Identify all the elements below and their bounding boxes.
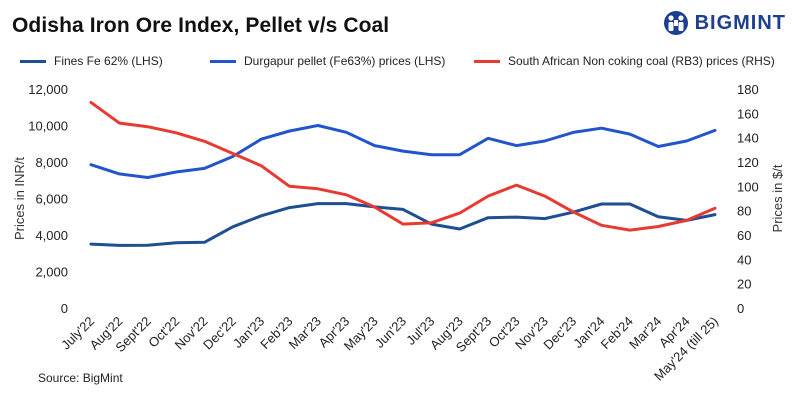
y2-axis-label: Prices in $/t: [770, 164, 785, 232]
y-tick-label: 12,000: [28, 82, 68, 97]
brand-logo: BIGMINT: [663, 10, 786, 36]
legend-item-fines: Fines Fe 62% (LHS): [20, 54, 163, 68]
y-tick-label: 0: [61, 301, 68, 316]
chart-title: Odisha Iron Ore Index, Pellet v/s Coal: [12, 14, 390, 37]
legend-item-coal: South African Non coking coal (RB3) pric…: [474, 54, 775, 68]
legend-item-pellet: Durgapur pellet (Fe63%) prices (LHS): [210, 54, 445, 68]
y-tick-label: 6,000: [35, 192, 68, 207]
y2-tick-label: 40: [737, 252, 751, 267]
legend-label-fines: Fines Fe 62% (LHS): [54, 54, 163, 68]
y2-tick-label: 20: [737, 277, 751, 292]
y2-tick-label: 120: [737, 155, 759, 170]
y-tick-label: 2,000: [35, 265, 68, 280]
y2-tick-label: 140: [737, 131, 759, 146]
brand-name: BIGMINT: [694, 11, 786, 34]
x-tick-label: Jun'23: [372, 314, 409, 351]
series-line-2: [89, 100, 717, 232]
x-tick-label: Mar'24: [626, 314, 664, 352]
y2-tick-label: 160: [737, 106, 759, 121]
y2-tick-label: 180: [737, 82, 759, 97]
x-tick-label: Mar'23: [286, 314, 324, 352]
series-line-0: [89, 202, 717, 247]
y-axis-label: Prices in INR/t: [12, 157, 27, 240]
source-note: Source: BigMint: [38, 371, 123, 385]
legend-label-coal: South African Non coking coal (RB3) pric…: [508, 54, 775, 68]
y2-tick-label: 0: [737, 301, 744, 316]
y2-tick-label: 100: [737, 179, 759, 194]
legend-swatch-fines: [20, 59, 46, 63]
bigmint-logo-icon: [663, 11, 688, 35]
legend-swatch-coal: [474, 59, 500, 63]
legend-swatch-pellet: [210, 59, 236, 63]
y-tick-label: 10,000: [28, 119, 68, 134]
y-tick-label: 8,000: [35, 155, 68, 170]
x-tick-label: Dec'22: [200, 314, 239, 353]
chart-legend: Fines Fe 62% (LHS) Durgapur pellet (Fe63…: [0, 54, 800, 70]
y-tick-label: 4,000: [35, 228, 68, 243]
x-tick-label: Dec'23: [540, 314, 579, 353]
series-line-1: [89, 124, 717, 179]
legend-label-pellet: Durgapur pellet (Fe63%) prices (LHS): [244, 54, 446, 68]
y2-tick-label: 80: [737, 204, 751, 219]
y2-tick-label: 60: [737, 228, 751, 243]
